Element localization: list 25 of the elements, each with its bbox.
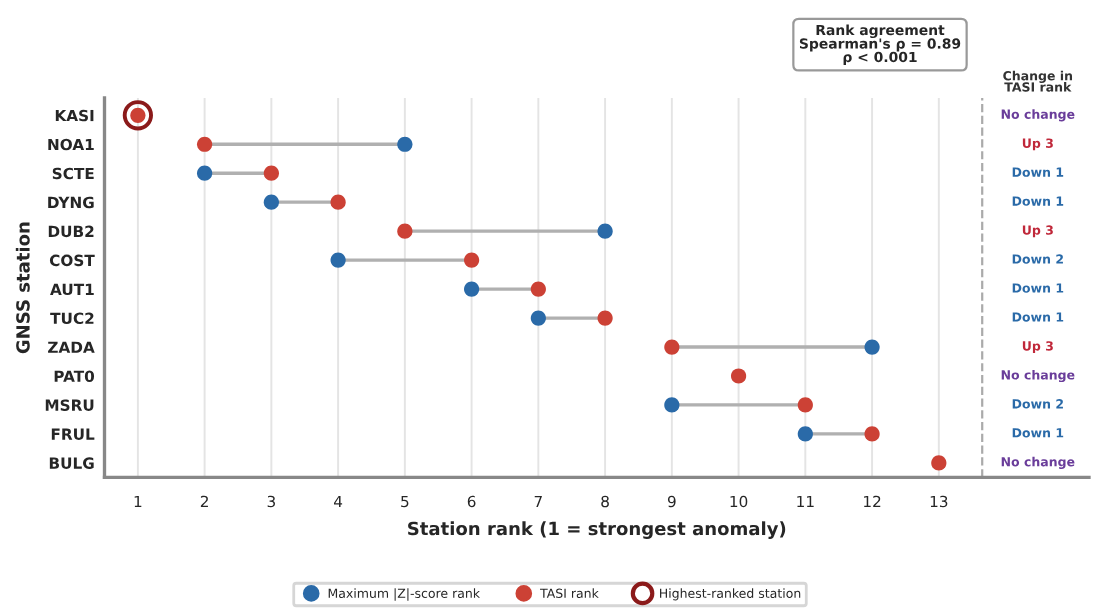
y-axis-title: GNSS station <box>15 222 30 354</box>
point <box>263 165 279 181</box>
point <box>197 136 213 152</box>
point <box>664 397 680 413</box>
point <box>330 194 346 210</box>
point <box>597 310 613 326</box>
point <box>931 455 947 471</box>
point <box>530 310 546 326</box>
point <box>730 368 747 384</box>
point <box>464 252 480 268</box>
point <box>197 165 213 181</box>
point <box>263 194 279 210</box>
point <box>530 281 546 297</box>
point <box>864 339 880 355</box>
point <box>864 426 880 442</box>
point <box>664 339 680 355</box>
point <box>797 397 813 413</box>
point <box>330 252 346 268</box>
point <box>464 281 480 297</box>
point <box>797 426 813 442</box>
point <box>122 100 153 131</box>
point <box>397 223 413 239</box>
point <box>397 136 413 152</box>
x-axis-title: Station rank (1 = strongest anomaly) <box>408 521 786 539</box>
point <box>597 223 613 239</box>
